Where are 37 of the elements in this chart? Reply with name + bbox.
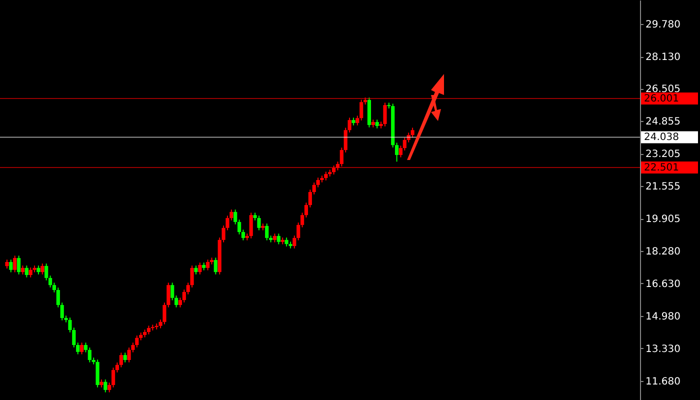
y-tick-label: 14.980 [646, 311, 680, 322]
candlestick [119, 352, 123, 368]
ref-line-label: 22.501 [644, 162, 679, 174]
candlestick [16, 255, 21, 275]
candlestick [170, 282, 174, 301]
candlestick [257, 215, 261, 231]
y-tick-label: 16.630 [646, 278, 680, 290]
candlestick [206, 259, 210, 271]
candlestick [44, 263, 48, 281]
y-tick-label: 29.780 [646, 20, 680, 31]
y-tick-label: 19.905 [646, 214, 680, 226]
y-tick-label: 23.205 [646, 149, 680, 160]
y-tick-label: 11.680 [646, 376, 680, 388]
candlestick [9, 259, 13, 273]
candlestick [24, 265, 28, 278]
candlestick [40, 263, 44, 275]
y-tick-label: 13.330 [646, 344, 680, 355]
candlestick [88, 347, 92, 363]
y-tick-label: 28.130 [646, 52, 680, 64]
y-tick-label: 24.855 [646, 116, 680, 128]
candlestick [265, 223, 269, 241]
candlestick [13, 255, 17, 273]
ref-line-label: 24.038 [644, 132, 679, 144]
candlestick [80, 342, 84, 355]
candlestick [383, 102, 387, 127]
candlestick [28, 267, 32, 278]
y-tick-label: 21.555 [646, 182, 680, 193]
candlestick [276, 233, 280, 245]
candlestick [104, 378, 108, 393]
candlestick [198, 262, 202, 275]
ref-line-label: 26.001 [644, 94, 679, 105]
candlestick [214, 257, 218, 275]
candlestick [96, 359, 100, 388]
y-tick-label: 26.505 [646, 84, 680, 96]
y-tick-label: 18.280 [646, 246, 680, 258]
candlestick [123, 352, 127, 363]
candlestick [249, 212, 253, 239]
